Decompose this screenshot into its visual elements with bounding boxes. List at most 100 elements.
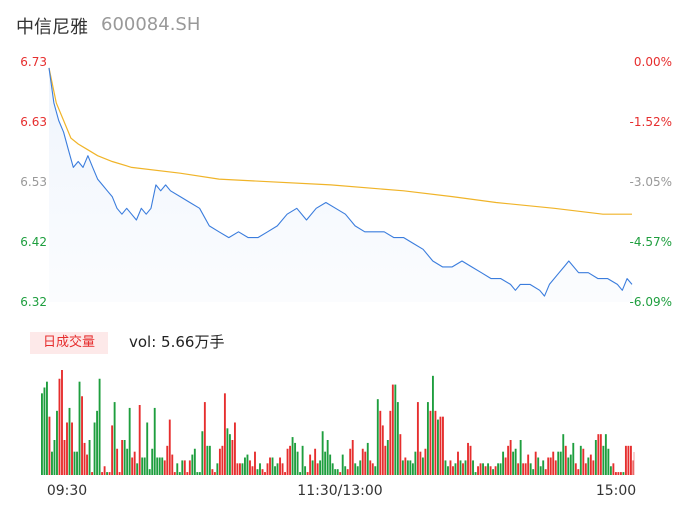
volume-bar: [133, 451, 136, 475]
volume-bar: [326, 440, 329, 475]
volume-bar: [524, 463, 527, 475]
volume-bar: [136, 463, 139, 475]
volume-bar: [324, 451, 327, 475]
volume-bar: [186, 472, 189, 475]
volume-bar: [206, 445, 209, 475]
volume-bar: [482, 463, 484, 475]
volume-bar: [244, 457, 246, 475]
volume-bar: [264, 472, 266, 475]
volume-bar: [81, 396, 83, 475]
y-tick-price: 6.32: [20, 295, 47, 309]
volume-bar: [442, 416, 444, 475]
volume-bar: [474, 472, 477, 475]
volume-bar: [431, 375, 434, 475]
volume-bar: [108, 472, 111, 475]
y-tick-percent: -6.09%: [630, 295, 672, 309]
volume-bar: [173, 472, 176, 475]
volume-bar: [399, 434, 402, 475]
volume-bar: [201, 431, 204, 475]
volume-bar: [356, 466, 359, 475]
volume-bar: [68, 407, 71, 475]
volume-bar: [48, 416, 51, 475]
volume-bar: [103, 466, 106, 475]
volume-badge[interactable]: 日成交量: [30, 332, 108, 354]
x-tick-label: 15:00: [596, 483, 636, 499]
avg-price-line: [48, 67, 632, 215]
volume-bar: [612, 463, 615, 475]
volume-bar: [294, 442, 297, 475]
volume-bar: [472, 460, 474, 475]
y-tick-price: 6.42: [20, 235, 47, 249]
volume-bar: [609, 466, 612, 475]
volume-bar: [479, 463, 482, 475]
volume-bar: [61, 370, 63, 475]
volume-bar: [118, 472, 121, 475]
volume-bar: [211, 469, 214, 475]
volume-bar: [584, 463, 587, 475]
volume-bar: [78, 381, 81, 475]
volume-bar: [296, 451, 299, 475]
price-line: [48, 67, 633, 297]
volume-bar: [146, 422, 149, 475]
volume-bar: [354, 463, 357, 475]
volume-bar: [577, 469, 580, 475]
volume-bar: [236, 463, 239, 475]
volume-bar: [218, 448, 221, 475]
volume-bar: [339, 472, 342, 475]
volume-bar: [469, 445, 472, 475]
volume-bar: [256, 469, 259, 475]
volume-bar: [148, 469, 151, 475]
volume-bar: [181, 460, 184, 475]
volume-bar: [632, 460, 635, 475]
x-tick-label: 09:30: [47, 483, 87, 499]
volume-bar: [121, 440, 124, 475]
volume-bar: [336, 469, 339, 475]
volume-bar: [166, 445, 169, 475]
volume-bar: [151, 448, 154, 475]
volume-bar: [554, 460, 557, 475]
volume-bar: [168, 419, 171, 475]
volume-bar: [594, 440, 597, 475]
volume-bar: [522, 463, 525, 475]
volume-bar: [419, 451, 422, 475]
volume-bar: [319, 460, 322, 475]
volume-bar: [216, 463, 219, 475]
volume-bar: [369, 460, 372, 475]
volume-bar: [321, 431, 324, 475]
volume-bar: [552, 451, 555, 475]
volume-bar: [286, 448, 289, 475]
y-tick-price: 6.53: [20, 175, 47, 189]
volume-bar: [251, 466, 254, 475]
volume-bar: [564, 445, 567, 475]
volume-bar: [592, 460, 595, 475]
volume-bar: [198, 472, 201, 475]
y-tick-percent: -1.52%: [630, 115, 672, 129]
volume-bar: [131, 457, 134, 475]
stock-name: 中信尼雅: [16, 17, 88, 38]
stock-code: 600084.SH: [101, 14, 201, 35]
volume-bar: [191, 454, 194, 475]
volume-bar: [56, 410, 58, 475]
volume-bar: [484, 466, 487, 475]
volume-bar: [394, 384, 397, 475]
volume-bar: [73, 451, 76, 475]
volume-bar: [409, 460, 412, 475]
volume-bar: [88, 440, 91, 475]
volume-bar: [41, 393, 43, 475]
volume-bar: [269, 457, 271, 475]
volume-bar: [467, 442, 469, 475]
volume-bar: [544, 469, 547, 475]
volume-bar: [116, 448, 119, 475]
volume-bar: [316, 463, 319, 475]
volume-bar: [309, 454, 312, 475]
volume-bar: [539, 466, 542, 475]
volume-bar: [299, 472, 302, 475]
volume-bar: [266, 463, 269, 475]
volume-bar: [171, 454, 174, 475]
volume-bar: [123, 440, 126, 475]
volume-bar: [391, 384, 394, 475]
volume-bar: [447, 466, 449, 475]
volume-bar: [497, 463, 500, 475]
volume-bar: [351, 440, 354, 475]
